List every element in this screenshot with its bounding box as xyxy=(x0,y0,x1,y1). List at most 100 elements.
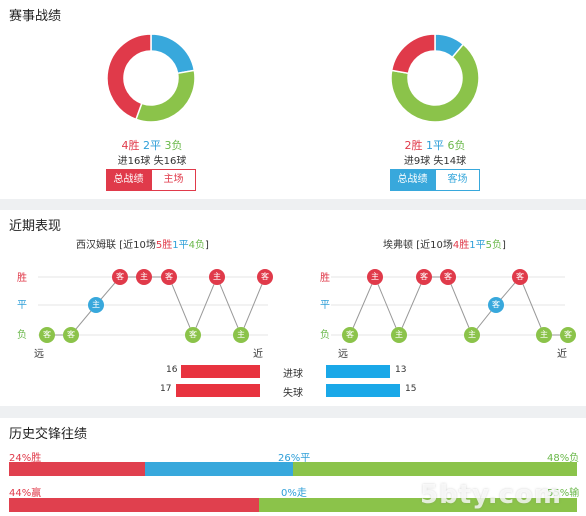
home-goals-against: 失16球 xyxy=(153,156,187,167)
away-recent-title: 埃弗顿 [近10场4胜1平5负] xyxy=(383,236,506,251)
away-recent-draws: 1平 xyxy=(469,240,486,251)
home-axis-far: 远 xyxy=(34,349,44,360)
home-form-match-2[interactable]: 客 xyxy=(63,327,79,343)
away-form-match-1[interactable]: 客 xyxy=(342,327,358,343)
home-form-match-4[interactable]: 客 xyxy=(112,269,128,285)
away-form-match-2[interactable]: 主 xyxy=(367,269,383,285)
home-form-match-1[interactable]: 客 xyxy=(39,327,55,343)
history-panel: 历史交锋往绩 24%胜 26%平 48%负 44%赢 0%走 55%输 xyxy=(0,418,586,516)
section-title-history: 历史交锋往绩 xyxy=(9,427,88,442)
away-record-toggle: 总战绩 客场 xyxy=(390,169,480,191)
history-loss-label: 48%负 xyxy=(547,453,580,464)
home-draws: 2平 xyxy=(143,139,161,152)
away-scored-bar xyxy=(326,365,390,378)
home-recent-suffix: ] xyxy=(204,240,209,251)
away-scored-value: 13 xyxy=(395,365,407,375)
away-axis-loss: 负 xyxy=(320,330,330,341)
home-recent-losses: 4负 xyxy=(188,240,205,251)
home-losses: 3负 xyxy=(164,139,183,152)
home-donut-draws xyxy=(150,33,196,75)
away-axis-draw: 平 xyxy=(320,300,330,311)
away-goals-for: 进9球 xyxy=(403,156,431,167)
home-conceded-value: 17 xyxy=(160,384,172,394)
away-draws: 1平 xyxy=(426,139,444,152)
history-win-label: 24%胜 xyxy=(9,453,42,464)
home-form-match-10[interactable]: 客 xyxy=(257,269,273,285)
history-draw-segment xyxy=(145,462,293,476)
home-recent-prefix: [近10场 xyxy=(119,240,156,251)
away-record-donut xyxy=(390,33,480,123)
home-axis-draw: 平 xyxy=(17,300,27,311)
home-form-match-3[interactable]: 主 xyxy=(88,297,104,313)
away-wins: 2胜 xyxy=(404,139,423,152)
away-form-match-4[interactable]: 客 xyxy=(416,269,432,285)
home-recent-wins: 5胜 xyxy=(155,240,173,251)
home-form-match-7[interactable]: 客 xyxy=(185,327,201,343)
away-team-name: 埃弗顿 xyxy=(383,240,413,251)
home-scored-value: 16 xyxy=(166,365,178,375)
away-record-counts: 2胜 1平 6负 xyxy=(355,137,515,153)
history-handicap-win-label: 44%赢 xyxy=(9,488,42,499)
home-recent-title: 西汉姆联 [近10场5胜1平4负] xyxy=(76,236,209,251)
home-toggle-home[interactable]: 主场 xyxy=(151,169,196,191)
recent-form-panel: 近期表现 西汉姆联 [近10场5胜1平4负] 埃弗顿 [近10场4胜1平5负] … xyxy=(0,210,586,406)
home-form-chart xyxy=(38,275,268,337)
home-form-line xyxy=(47,275,266,337)
away-form-match-3[interactable]: 主 xyxy=(391,327,407,343)
history-win-segment xyxy=(9,462,145,476)
away-form-match-8[interactable]: 客 xyxy=(512,269,528,285)
away-axis-near: 近 xyxy=(557,349,567,360)
home-team-name: 西汉姆联 xyxy=(76,240,116,251)
away-goals: 进9球 失14球 xyxy=(355,152,515,167)
away-toggle-away[interactable]: 客场 xyxy=(435,169,480,191)
history-loss-segment xyxy=(293,462,577,476)
home-form-match-8[interactable]: 主 xyxy=(209,269,225,285)
site-watermark: 5bty.com xyxy=(420,480,562,510)
home-goals: 进16球 失16球 xyxy=(72,152,232,167)
away-form-match-10[interactable]: 客 xyxy=(560,327,576,343)
conceded-label: 失球 xyxy=(283,388,303,399)
home-form-match-5[interactable]: 主 xyxy=(136,269,152,285)
history-result-bar xyxy=(9,462,577,476)
home-form-match-9[interactable]: 主 xyxy=(233,327,249,343)
away-form-match-9[interactable]: 主 xyxy=(536,327,552,343)
home-record-counts: 4胜 2平 3负 xyxy=(72,137,232,153)
home-form-match-6[interactable]: 客 xyxy=(161,269,177,285)
home-axis-near: 近 xyxy=(253,349,263,360)
home-recent-draws: 1平 xyxy=(172,240,189,251)
away-losses: 6负 xyxy=(447,139,466,152)
away-axis-far: 远 xyxy=(338,349,348,360)
away-form-match-7[interactable]: 客 xyxy=(488,297,504,313)
home-conceded-bar xyxy=(176,384,260,397)
home-axis-loss: 负 xyxy=(17,330,27,341)
home-donut-losses xyxy=(134,69,196,123)
history-handicap-bar xyxy=(9,498,577,512)
away-recent-losses: 5负 xyxy=(485,240,502,251)
away-form-line xyxy=(349,275,568,337)
away-recent-wins: 4胜 xyxy=(452,240,470,251)
away-toggle-overall[interactable]: 总战绩 xyxy=(390,169,435,191)
away-recent-prefix: [近10场 xyxy=(416,240,453,251)
away-donut-losses xyxy=(390,43,480,123)
away-form-match-5[interactable]: 客 xyxy=(440,269,456,285)
away-form-match-6[interactable]: 主 xyxy=(464,327,480,343)
away-conceded-value: 15 xyxy=(405,384,417,394)
home-record-toggle: 总战绩 主场 xyxy=(106,169,196,191)
home-toggle-overall[interactable]: 总战绩 xyxy=(106,169,151,191)
away-axis-win: 胜 xyxy=(320,273,330,284)
away-conceded-bar xyxy=(326,384,400,397)
away-goals-against: 失14球 xyxy=(433,156,467,167)
home-record-donut xyxy=(106,33,196,123)
scored-label: 进球 xyxy=(283,369,303,380)
history-handicap-push-label: 0%走 xyxy=(281,488,307,499)
home-scored-bar xyxy=(181,365,260,378)
record-panel: 赛事战绩 4胜 2平 3负 进16球 失16球 总战绩 主场 2胜 1平 6负 … xyxy=(0,0,586,199)
away-recent-suffix: ] xyxy=(501,240,506,251)
history-handicap-loss-label: 55%输 xyxy=(547,488,580,499)
history-handicap-loss-segment xyxy=(259,498,577,512)
home-donut-wins xyxy=(106,33,152,121)
history-handicap-win-segment xyxy=(9,498,259,512)
away-donut-wins xyxy=(390,33,436,75)
home-axis-win: 胜 xyxy=(17,273,27,284)
section-title-recent: 近期表现 xyxy=(9,219,62,234)
